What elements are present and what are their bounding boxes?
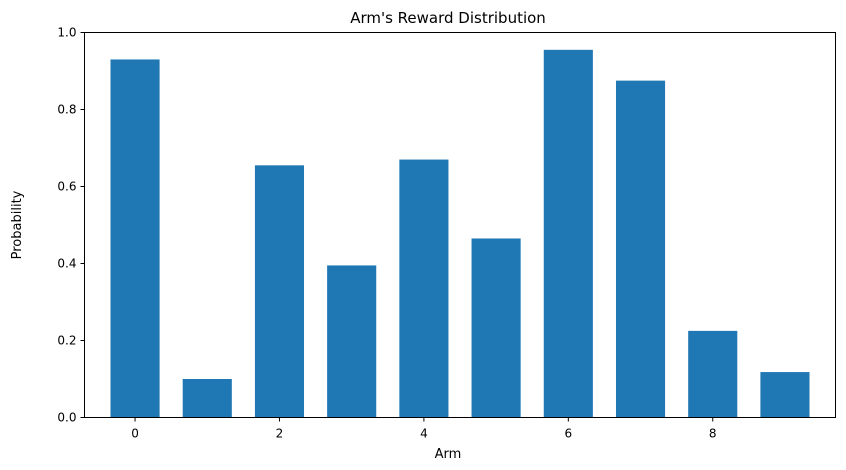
bar-arm-7 [615, 80, 666, 418]
bar-arm-8 [688, 330, 738, 418]
x-axis-label: Arm [435, 447, 462, 462]
x-tick-label: 8 [709, 427, 717, 441]
y-axis-label: Probability [10, 190, 25, 259]
y-tick-label: 0.0 [57, 411, 76, 425]
bar-arm-5 [471, 238, 521, 418]
bar-arm-6 [543, 49, 593, 418]
y-tick-label: 0.6 [57, 180, 76, 194]
bar-arm-0 [110, 59, 160, 418]
bars-group [110, 49, 810, 418]
bar-arm-1 [182, 379, 232, 418]
x-axis-ticks: 0 2 4 6 8 [131, 417, 717, 441]
bar-arm-4 [399, 159, 449, 418]
bar-arm-2 [254, 165, 305, 418]
y-tick-label: 0.8 [57, 103, 76, 117]
plot-frame [84, 32, 836, 418]
x-tick-label: 2 [276, 427, 284, 441]
x-tick-label: 4 [420, 427, 428, 441]
x-tick-label: 6 [564, 427, 572, 441]
x-tick-label: 0 [131, 427, 139, 441]
bar-arm-9 [760, 372, 810, 418]
bar-arm-3 [327, 265, 377, 418]
y-tick-label: 1.0 [57, 26, 76, 40]
y-tick-label: 0.4 [57, 257, 76, 271]
chart-title: Arm's Reward Distribution [350, 9, 546, 27]
y-tick-label: 0.2 [57, 334, 76, 348]
y-axis-ticks: 0.0 0.2 0.4 0.6 0.8 1.0 [57, 26, 85, 425]
